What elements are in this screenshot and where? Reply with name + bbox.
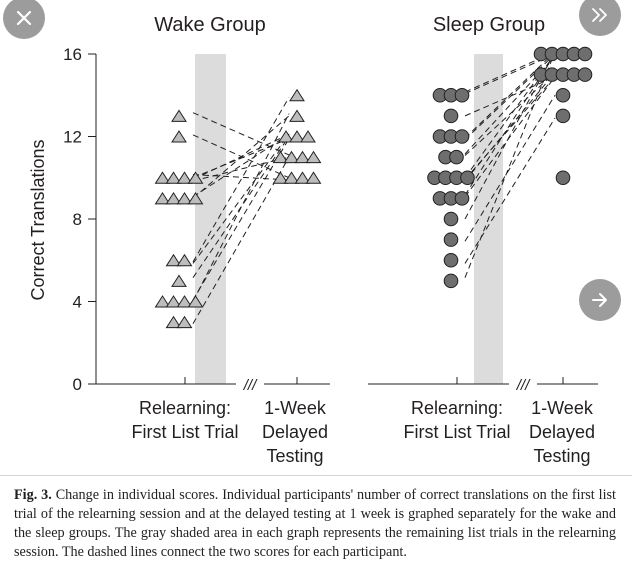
relearning-triangle-marker — [154, 171, 171, 184]
relearning-triangle-marker — [165, 171, 182, 184]
caption-divider — [0, 475, 632, 476]
participant-line — [192, 134, 290, 264]
delayed-circle-marker — [555, 170, 571, 186]
arrow-right-icon — [592, 293, 607, 307]
relearning-triangle-marker — [165, 315, 182, 329]
relearning-triangle-marker — [187, 191, 204, 205]
close-icon — [16, 10, 32, 26]
relearning-triangle-marker — [176, 253, 193, 267]
participant-line — [192, 156, 290, 324]
delayed-triangle-marker — [294, 150, 311, 164]
participant-line — [192, 115, 290, 199]
relearning-triangle-marker — [171, 274, 187, 287]
participant-line — [464, 51, 556, 278]
relearning-circle-marker — [454, 129, 470, 144]
delayed-triangle-marker — [272, 150, 289, 164]
relearning-circle-marker — [443, 108, 459, 124]
delayed-triangle-marker — [289, 88, 305, 102]
participant-line — [464, 72, 556, 156]
delayed-triangle-marker — [289, 109, 305, 122]
figure-3-chart: 0 4 8 12 16 Correct Translations /// Wake Group… — [28, 14, 598, 466]
participant-line — [192, 112, 290, 156]
delayed-triangle-marker — [283, 171, 300, 184]
delayed-triangle-marker — [289, 130, 305, 143]
relearning-triangle-marker — [187, 171, 204, 184]
delayed-circle-marker — [555, 87, 571, 103]
relearning-triangle-marker — [154, 191, 171, 205]
participant-line — [464, 53, 556, 179]
panel-title: Wake Group — [154, 14, 266, 36]
participant-line — [464, 51, 556, 139]
category-label: 1-Week Delayed Testing — [529, 398, 595, 466]
relearning-circle-marker — [449, 149, 464, 165]
relearning-triangle-marker — [165, 295, 182, 308]
relearning-triangle-marker — [165, 191, 182, 205]
delayed-triangle-marker — [300, 130, 316, 143]
participant-line — [192, 156, 290, 182]
relearning-triangle-marker — [187, 295, 204, 308]
next-button[interactable] — [579, 279, 621, 321]
y-tick-label: 4 — [73, 293, 82, 312]
panel-title: Sleep Group — [433, 14, 545, 36]
participant-markers — [154, 46, 593, 329]
relearning-circle-marker — [454, 191, 470, 206]
delayed-triangle-marker — [305, 150, 322, 164]
delayed-triangle-marker — [283, 150, 300, 164]
category-label: Relearning: First List Trial — [131, 398, 238, 442]
delayed-circle-marker — [577, 46, 593, 62]
relearning-triangle-marker — [154, 295, 171, 308]
participant-line — [464, 76, 556, 198]
participant-line — [192, 174, 290, 181]
axis-break-mark: /// — [243, 377, 258, 394]
category-label: 1-Week Delayed Testing — [262, 398, 328, 466]
chart-labels: 0 4 8 12 16 Correct Translations /// Wake Group… — [28, 14, 595, 466]
relearning-triangle-marker — [176, 171, 193, 184]
category-label: Relearning: First List Trial — [403, 398, 510, 442]
relearning-triangle-marker — [176, 295, 193, 308]
participant-line — [192, 113, 290, 302]
delayed-triangle-marker — [278, 130, 294, 143]
delayed-triangle-marker — [305, 171, 322, 184]
y-tick-label: 16 — [63, 45, 82, 64]
participant-line — [464, 117, 556, 264]
delayed-triangle-marker — [272, 171, 289, 184]
y-axis-label: Correct Translations — [28, 139, 48, 300]
relearning-circle-marker — [443, 232, 459, 247]
figure-caption-text: Change in individual scores. Individual … — [14, 487, 616, 560]
delayed-circle-marker — [577, 67, 593, 82]
participant-line — [192, 138, 290, 301]
y-tick-label: 8 — [73, 210, 82, 229]
delayed-triangle-marker — [294, 171, 311, 184]
figure-caption: Fig. 3. Change in individual scores. Ind… — [14, 486, 616, 562]
figure-label: Fig. 3. — [14, 487, 52, 503]
axis-break-mark: /// — [516, 377, 531, 394]
relearning-circle-marker — [460, 170, 475, 186]
delayed-circle-marker — [555, 108, 571, 124]
double-chevron-right-icon — [592, 8, 607, 22]
relearning-triangle-marker — [176, 315, 193, 329]
relearning-circle-marker — [443, 211, 459, 227]
participant-line — [192, 97, 290, 263]
participant-line — [464, 94, 556, 242]
relearning-circle-marker — [454, 87, 470, 103]
relearning-circle-marker — [443, 273, 459, 289]
relearning-triangle-marker — [171, 109, 187, 122]
participant-line — [464, 51, 556, 220]
y-tick-label: 0 — [73, 375, 82, 394]
participant-line — [192, 133, 290, 198]
y-tick-label: 12 — [63, 128, 82, 147]
participant-line — [464, 72, 556, 182]
participant-line — [464, 53, 556, 196]
participant-line — [192, 138, 290, 179]
relearning-circle-marker — [443, 252, 459, 268]
relearning-triangle-marker — [165, 253, 182, 267]
relearning-triangle-marker — [171, 130, 187, 143]
participant-line — [464, 76, 556, 117]
relearning-shaded-area — [195, 54, 226, 384]
relearning-triangle-marker — [176, 191, 193, 205]
expand-button[interactable] — [579, 0, 621, 36]
axes — [88, 53, 598, 385]
close-button[interactable] — [3, 0, 45, 39]
